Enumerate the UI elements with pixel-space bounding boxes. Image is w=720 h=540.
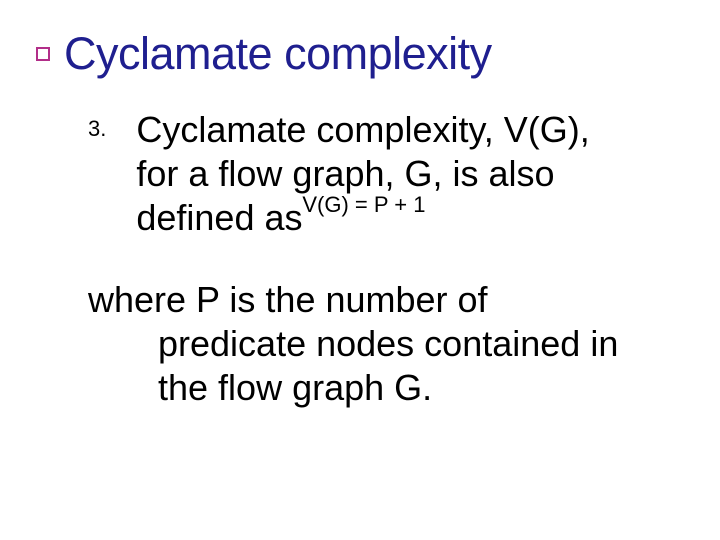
item-line-3: defined as (136, 197, 302, 238)
numbered-list-item: 3. Cyclamate complexity, V(G), for a flo… (88, 108, 684, 240)
where-line-2: predicate nodes contained in (88, 322, 684, 366)
where-line-3: the flow graph G. (88, 366, 684, 410)
title-row: Cyclamate complexity (36, 28, 684, 80)
formula-text: V(G) = P + 1 (302, 192, 425, 219)
item-line-1: Cyclamate complexity, V(G), (136, 109, 589, 150)
where-clause: where P is the number of predicate nodes… (88, 278, 684, 410)
list-content: Cyclamate complexity, V(G), for a flow g… (136, 108, 589, 240)
list-number: 3. (88, 116, 106, 142)
slide-body: 3. Cyclamate complexity, V(G), for a flo… (36, 108, 684, 409)
item-line-2: for a flow graph, G, is also (136, 153, 554, 194)
slide-title: Cyclamate complexity (64, 28, 492, 80)
where-line-1: where P is the number of (88, 279, 488, 320)
slide-container: Cyclamate complexity 3. Cyclamate comple… (0, 0, 720, 540)
accent-square-icon (36, 47, 50, 61)
